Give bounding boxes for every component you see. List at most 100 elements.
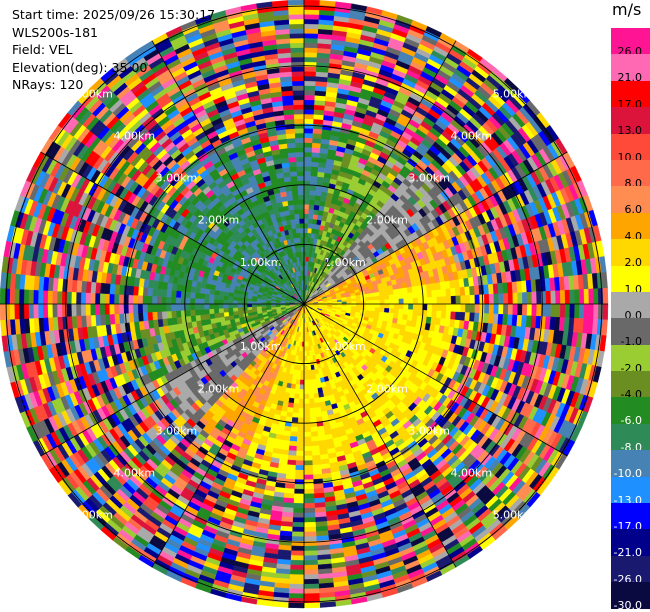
velocity-gate <box>413 292 418 298</box>
velocity-gate <box>308 228 312 233</box>
velocity-gate <box>296 456 304 461</box>
velocity-gate <box>342 300 347 303</box>
velocity-gate <box>310 413 316 418</box>
velocity-gate <box>310 195 316 200</box>
velocity-gate <box>455 312 460 320</box>
velocity-gate <box>489 294 494 304</box>
velocity-gate <box>313 474 323 479</box>
velocity-gate <box>436 311 441 318</box>
velocity-gate <box>304 375 308 380</box>
velocity-gate <box>296 375 300 380</box>
velocity-gate <box>289 593 304 598</box>
velocity-gate <box>394 309 399 314</box>
velocity-gate <box>314 488 324 494</box>
velocity-gate <box>532 304 537 316</box>
velocity-gate <box>304 527 316 532</box>
velocity-gate <box>314 200 320 205</box>
velocity-gate <box>288 398 294 403</box>
velocity-gate <box>288 598 304 603</box>
velocity-gate <box>589 289 594 304</box>
velocity-gate <box>551 304 556 317</box>
velocity-gate <box>451 296 456 304</box>
velocity-gate <box>584 304 589 319</box>
velocity-gate <box>393 289 398 295</box>
velocity-gate <box>312 450 320 455</box>
velocity-gate <box>304 446 312 451</box>
velocity-gate <box>474 286 479 296</box>
velocity-gate <box>380 308 385 312</box>
velocity-gate <box>527 304 532 316</box>
velocity-gate <box>304 185 310 190</box>
velocity-gate <box>480 304 485 313</box>
velocity-gate <box>417 292 422 298</box>
velocity-gate <box>450 288 455 296</box>
velocity-gate <box>304 171 311 176</box>
velocity-gate <box>289 589 304 594</box>
velocity-gate <box>484 294 489 304</box>
velocity-gate <box>403 293 408 299</box>
velocity-gate <box>555 304 560 317</box>
velocity-gate <box>295 465 304 470</box>
velocity-gate <box>293 508 304 513</box>
velocity-gate <box>389 309 394 314</box>
velocity-gate <box>290 565 304 570</box>
velocity-gate <box>304 233 308 238</box>
velocity-gate <box>291 427 298 432</box>
velocity-gate <box>593 304 598 319</box>
velocity-gate <box>304 489 314 494</box>
velocity-gate <box>304 152 312 157</box>
velocity-gate <box>304 219 309 224</box>
velocity-gate <box>304 114 314 119</box>
velocity-gate <box>304 204 309 209</box>
velocity-gate <box>304 128 313 133</box>
velocity-gate <box>286 474 296 479</box>
velocity-gate <box>309 389 314 394</box>
velocity-gate <box>427 304 432 311</box>
velocity-gate <box>304 5 320 10</box>
velocity-gate <box>518 304 523 315</box>
velocity-gate <box>304 579 319 584</box>
velocity-gate <box>304 95 315 100</box>
velocity-gate <box>293 513 304 518</box>
velocity-gate <box>304 238 308 243</box>
velocity-gate <box>312 152 320 157</box>
velocity-gate <box>475 304 480 313</box>
velocity-gate <box>293 403 299 408</box>
velocity-gate <box>304 119 314 124</box>
velocity-gate <box>470 295 475 304</box>
velocity-gate <box>589 304 594 319</box>
velocity-gate <box>351 299 356 302</box>
velocity-gate <box>442 304 447 312</box>
velocity-gate <box>290 432 297 437</box>
velocity-gate <box>311 166 318 171</box>
velocity-gate <box>310 185 316 190</box>
velocity-gate <box>518 293 523 304</box>
velocity-gate <box>297 442 305 447</box>
velocity-gate <box>300 370 304 375</box>
velocity-gate <box>304 24 319 29</box>
velocity-gate <box>427 311 432 318</box>
velocity-gate <box>294 494 304 499</box>
velocity-gate <box>320 0 336 6</box>
velocity-gate <box>304 223 308 228</box>
velocity-gate <box>399 294 404 299</box>
velocity-gate <box>309 403 315 408</box>
velocity-gate <box>499 304 504 314</box>
velocity-gate <box>304 147 312 152</box>
velocity-gate <box>408 310 413 316</box>
velocity-gate <box>292 532 304 537</box>
velocity-gate <box>394 304 399 309</box>
velocity-gate <box>299 389 304 394</box>
velocity-gate <box>296 446 304 451</box>
velocity-gate <box>304 494 314 499</box>
velocity-gate <box>465 287 470 296</box>
velocity-gate <box>475 295 480 304</box>
velocity-gate <box>370 304 375 308</box>
velocity-gate <box>290 574 304 579</box>
velocity-gate <box>304 19 319 24</box>
velocity-gate <box>456 304 461 312</box>
velocity-gate <box>593 289 598 304</box>
velocity-gate <box>304 366 308 371</box>
velocity-gate <box>304 33 318 38</box>
velocity-gate <box>309 200 315 205</box>
